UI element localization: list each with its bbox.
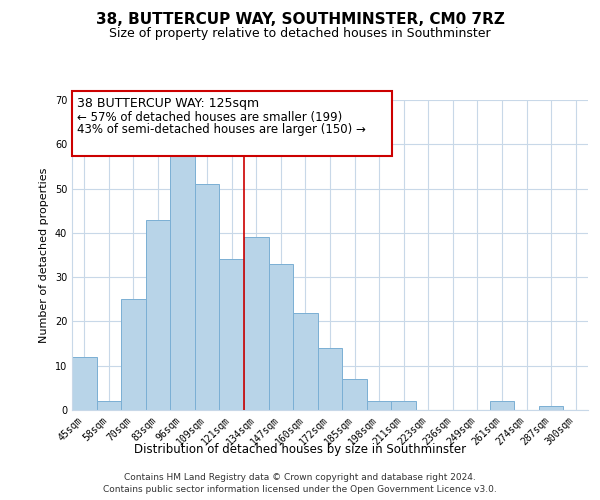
Text: 38, BUTTERCUP WAY, SOUTHMINSTER, CM0 7RZ: 38, BUTTERCUP WAY, SOUTHMINSTER, CM0 7RZ: [95, 12, 505, 28]
Text: 43% of semi-detached houses are larger (150) →: 43% of semi-detached houses are larger (…: [77, 123, 366, 136]
Bar: [72, 357, 97, 410]
Bar: [244, 238, 269, 410]
Bar: [121, 300, 146, 410]
Bar: [97, 401, 121, 410]
Text: Contains HM Land Registry data © Crown copyright and database right 2024.: Contains HM Land Registry data © Crown c…: [124, 472, 476, 482]
Bar: [293, 312, 318, 410]
Text: Size of property relative to detached houses in Southminster: Size of property relative to detached ho…: [109, 28, 491, 40]
Bar: [195, 184, 220, 410]
Bar: [367, 401, 391, 410]
Bar: [391, 401, 416, 410]
Text: 38 BUTTERCUP WAY: 125sqm: 38 BUTTERCUP WAY: 125sqm: [77, 97, 259, 110]
Bar: [318, 348, 342, 410]
Bar: [146, 220, 170, 410]
Bar: [342, 379, 367, 410]
Bar: [490, 401, 514, 410]
Bar: [269, 264, 293, 410]
Bar: [170, 153, 195, 410]
Text: Distribution of detached houses by size in Southminster: Distribution of detached houses by size …: [134, 442, 466, 456]
Text: Contains public sector information licensed under the Open Government Licence v3: Contains public sector information licen…: [103, 485, 497, 494]
Y-axis label: Number of detached properties: Number of detached properties: [39, 168, 49, 342]
Text: ← 57% of detached houses are smaller (199): ← 57% of detached houses are smaller (19…: [77, 111, 343, 124]
FancyBboxPatch shape: [72, 90, 392, 156]
Bar: [539, 406, 563, 410]
Bar: [220, 260, 244, 410]
